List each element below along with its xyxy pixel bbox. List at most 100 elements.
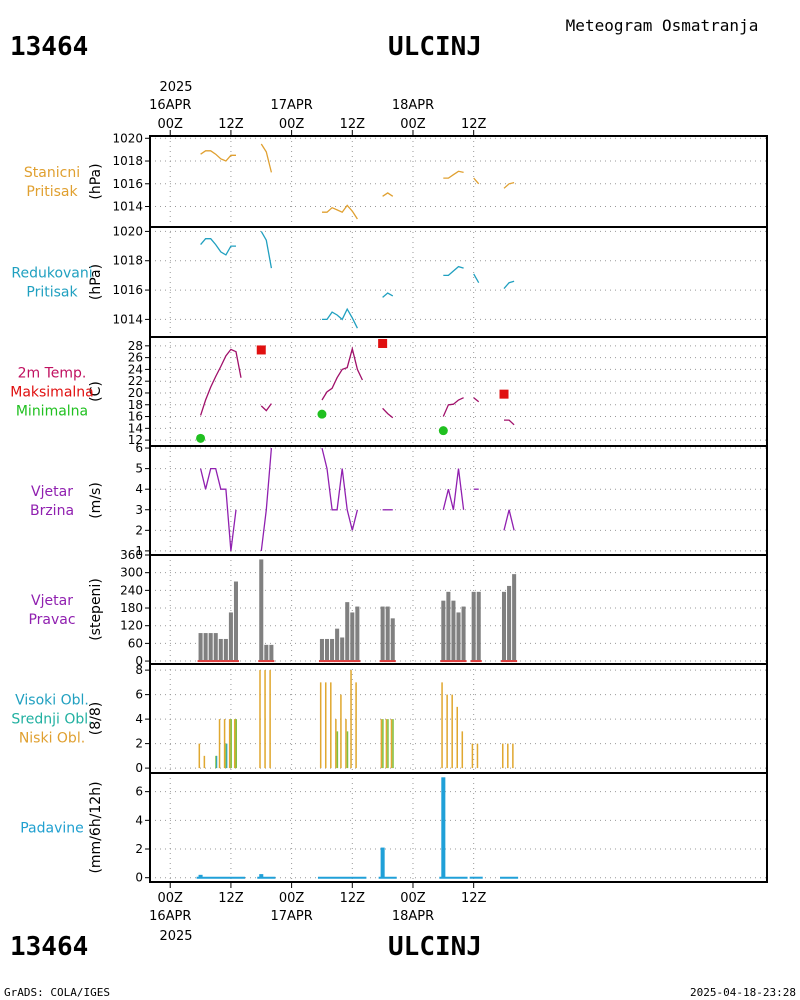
bar xyxy=(461,606,466,662)
bar xyxy=(269,644,274,662)
x-tick-label-bottom: 12Z xyxy=(218,891,244,906)
bar xyxy=(382,719,384,769)
y-tick-label: 180 xyxy=(120,601,143,615)
credit-text: GrADS: COLA/IGES xyxy=(4,986,110,999)
y-tick-label: 28 xyxy=(128,339,143,353)
y-tick-label: 1014 xyxy=(112,200,143,214)
bar xyxy=(226,743,228,769)
bar xyxy=(345,602,350,662)
y-tick-label: 22 xyxy=(128,374,143,388)
bar xyxy=(213,633,218,662)
bar xyxy=(233,719,236,769)
series-line xyxy=(504,419,515,426)
y-tick-label: 1018 xyxy=(112,254,143,268)
bar xyxy=(501,591,507,662)
y-tick-label: 120 xyxy=(120,619,143,633)
y-tick-label: 14 xyxy=(128,421,143,435)
bar xyxy=(319,638,324,662)
series-line xyxy=(443,170,464,179)
y-tick-label: 6 xyxy=(135,688,143,702)
panel-label: Niski Obl. xyxy=(19,731,85,747)
series-line xyxy=(200,150,236,162)
panel-unit-label: (mm/6h/12h) xyxy=(88,781,104,873)
y-tick-label: 1016 xyxy=(112,283,143,297)
bar xyxy=(451,694,453,769)
x-tick-label-top: 00Z xyxy=(279,117,305,132)
bar xyxy=(330,682,332,769)
bar xyxy=(198,633,203,662)
y-tick-label: 2 xyxy=(135,523,143,537)
panel-label: Pritisak xyxy=(26,285,78,301)
panel-wind_speed: 1 2 3 4 5 6 (m/s) Vjetar Brzina xyxy=(30,441,768,558)
bar xyxy=(208,633,213,662)
bar xyxy=(446,694,448,769)
x-date-label-bottom: 16APR xyxy=(149,909,191,924)
y-tick-label: 2 xyxy=(135,737,143,751)
y-tick-label: 24 xyxy=(128,362,143,376)
series-line xyxy=(442,397,464,417)
marker-min xyxy=(196,433,206,443)
bar xyxy=(233,581,238,662)
bar xyxy=(319,682,322,769)
panel-label: Redukovani xyxy=(11,266,92,282)
chart-title: Meteogram Osmatranja xyxy=(566,16,759,35)
bar xyxy=(335,719,337,769)
bar xyxy=(476,591,481,662)
series-line xyxy=(503,280,515,290)
bar xyxy=(512,743,514,769)
bar xyxy=(380,606,385,662)
bar xyxy=(203,755,206,769)
series-line xyxy=(443,265,464,277)
series-line xyxy=(473,397,480,403)
bar xyxy=(350,612,355,662)
bar xyxy=(230,719,232,769)
series-line xyxy=(503,509,515,531)
bar xyxy=(355,606,360,662)
bar xyxy=(218,719,221,769)
series-line xyxy=(260,231,273,269)
x-date-label-top: 18APR xyxy=(392,98,434,113)
panel-wind_direction: 0 60 120 180 240 300 360 (stepeni) Vjetar Pravac xyxy=(28,548,768,668)
marker-max xyxy=(256,345,266,355)
y-tick-label: 20 xyxy=(128,386,143,400)
panel-unit-label: (stepeni) xyxy=(88,578,104,641)
bar xyxy=(507,585,512,662)
series-line xyxy=(473,177,480,185)
bar xyxy=(461,731,464,769)
station-id-top: 13464 xyxy=(10,32,88,62)
bar xyxy=(198,874,203,878)
panel-frame xyxy=(149,663,768,774)
x-date-label-bottom: 18APR xyxy=(392,909,434,924)
series-line xyxy=(260,403,272,412)
panel-unit-label: (m/s) xyxy=(88,482,104,519)
bar xyxy=(355,682,357,769)
bar xyxy=(269,670,271,769)
bar xyxy=(350,670,352,769)
bar xyxy=(471,591,476,662)
bar xyxy=(392,719,394,769)
bar xyxy=(223,638,228,662)
station-name-bottom: ULCINJ xyxy=(388,932,482,962)
bar xyxy=(380,847,385,878)
x-tick-label-bottom: 00Z xyxy=(279,891,305,906)
marker-max xyxy=(499,389,509,399)
bar xyxy=(335,628,340,662)
series-line xyxy=(322,307,358,329)
panel-label: Maksimalna xyxy=(10,385,94,401)
x-date-label-top: 17APR xyxy=(270,98,312,113)
x-tick-label-bottom: 12Z xyxy=(461,891,487,906)
bar xyxy=(451,600,456,662)
bar xyxy=(387,719,389,769)
panel-label: Minimalna xyxy=(16,404,88,420)
panel-label: Vjetar xyxy=(31,593,73,609)
y-tick-label: 3 xyxy=(135,503,143,517)
bar xyxy=(216,755,218,769)
bar xyxy=(340,694,342,769)
bar xyxy=(235,719,237,769)
y-tick-label: 1016 xyxy=(112,177,143,191)
bar xyxy=(324,638,330,662)
y-tick-label: 240 xyxy=(120,583,143,597)
series-line xyxy=(382,292,394,298)
